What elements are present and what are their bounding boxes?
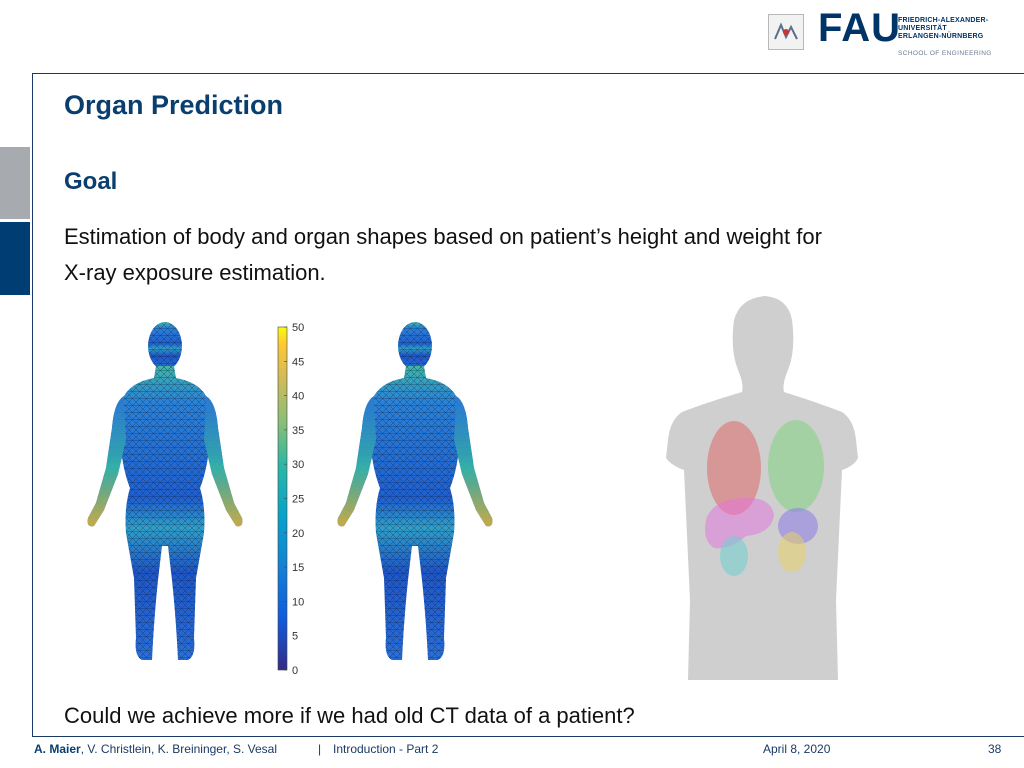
frame-left-rule <box>32 73 33 736</box>
closing-question: Could we achieve more if we had old CT d… <box>64 703 635 728</box>
organ-prediction-figure <box>666 296 858 680</box>
colorbar-tick-label: 50 <box>292 322 304 334</box>
colorbar-tick-label: 25 <box>292 494 304 506</box>
torso-silhouette <box>666 296 858 680</box>
side-bar-blue <box>0 222 30 295</box>
organ-left-kidney <box>778 532 806 572</box>
frame-bottom-rule <box>32 736 1024 737</box>
body-line-2: X-ray exposure estimation. <box>64 260 326 285</box>
frame-top-rule <box>32 73 1024 74</box>
colorbar-tick-label: 10 <box>292 596 304 608</box>
institute-logo <box>768 14 804 50</box>
footer-course: Introduction - Part 2 <box>333 742 439 756</box>
university-name: FRIEDRICH-ALEXANDER- UNIVERSITÄT ERLANGE… <box>898 17 989 40</box>
body-text: Estimation of body and organ shapes base… <box>64 219 964 291</box>
page-number: 38 <box>988 742 1002 756</box>
fau-logo: FAU <box>818 6 901 50</box>
side-bar-grey <box>0 147 30 219</box>
footer-separator: | <box>318 742 322 756</box>
organ-left-lung <box>768 420 824 512</box>
slide-title: Organ Prediction <box>64 90 284 120</box>
colorbar-tick-label: 20 <box>292 528 304 540</box>
colorbar-tick-label: 35 <box>292 425 304 437</box>
section-heading: Goal <box>64 168 118 195</box>
colorbar-tick-label: 30 <box>292 459 304 471</box>
organ-right-lung <box>707 421 761 515</box>
colorbar-tick-label: 5 <box>292 631 298 643</box>
colorbar-tick-label: 40 <box>292 391 304 403</box>
colorbar-tick-label: 45 <box>292 356 304 368</box>
footer-authors: A. Maier, V. Christlein, K. Breininger, … <box>34 742 278 756</box>
footer-date: April 8, 2020 <box>763 742 831 756</box>
body-line-1: Estimation of body and organ shapes base… <box>64 224 822 249</box>
school-name: SCHOOL OF ENGINEERING <box>898 50 992 57</box>
colorbar-tick-label: 15 <box>292 562 304 574</box>
colorbar-tick-label: 0 <box>292 665 298 677</box>
organ-liver <box>705 497 774 549</box>
body-mesh-before <box>87 322 243 660</box>
organ-right-kidney <box>720 536 748 576</box>
body-mesh-after <box>337 322 493 660</box>
